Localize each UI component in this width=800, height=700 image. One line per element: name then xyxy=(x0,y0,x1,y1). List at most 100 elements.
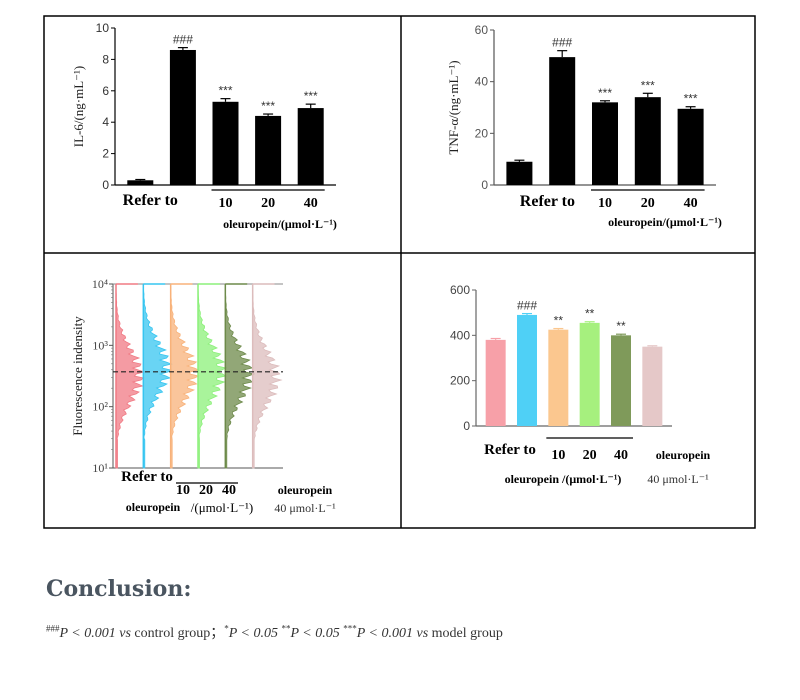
bar xyxy=(297,108,324,185)
y-axis-title: TNF-α/(ng·mL⁻¹) xyxy=(446,60,461,154)
panel-frame xyxy=(43,15,756,529)
y-tick-label: 400 xyxy=(450,328,470,342)
significance-mark: *** xyxy=(261,99,275,113)
significance-mark: *** xyxy=(304,89,318,103)
x-group-label: oleuropein/(μmol·L⁻¹) xyxy=(223,217,337,231)
bar xyxy=(677,108,704,185)
x-label-oleuropein: oleuropein xyxy=(126,500,181,514)
histogram-density xyxy=(142,285,173,469)
x-tick-label: 20 xyxy=(199,483,213,498)
footnote-p-1: P < 0.05 xyxy=(228,626,282,641)
histogram-density xyxy=(115,285,146,469)
significance-mark: ** xyxy=(554,314,564,328)
bar xyxy=(634,97,661,185)
y-axis-title: Fluorescence indensity xyxy=(70,316,85,436)
y-tick-label: 4 xyxy=(102,115,109,129)
histogram-density xyxy=(252,285,283,469)
x-tick-label: 10 xyxy=(598,196,612,211)
x-tick-label: 20 xyxy=(261,196,275,211)
x-label-refer: Refer to xyxy=(484,442,536,458)
bar xyxy=(642,346,663,426)
conclusion-title: Conclusion: xyxy=(46,576,192,602)
y-tick-label: 0 xyxy=(102,178,109,192)
bar xyxy=(212,101,239,185)
y-tick-label: 600 xyxy=(450,283,470,297)
significance-mark: *** xyxy=(641,78,655,92)
right-label-dose: 40 μmol·L⁻¹ xyxy=(274,501,336,515)
y-tick-label: 200 xyxy=(450,374,470,388)
significance-mark: *** xyxy=(218,84,232,98)
tnf-alpha-bar-chart: 0 20 40 60 TNF-α/(ng·mL⁻¹) ### *** *** *** Refer … xyxy=(446,23,722,229)
significance-mark: ** xyxy=(616,319,626,333)
y-axis-title: IL-6/(ng·mL⁻¹) xyxy=(71,66,86,148)
y-tick-label: 20 xyxy=(475,126,489,140)
x-tick-label: 40 xyxy=(304,196,318,211)
bar xyxy=(169,49,196,186)
y-tick-label: 10³ xyxy=(92,338,108,352)
y-tick-label: 0 xyxy=(463,419,470,433)
outer-frame xyxy=(43,15,756,529)
fluorescence-histogram: 10¹ 10² 10³ 10⁴ Fluorescence indensity Refer … xyxy=(70,277,336,515)
x-label-unit: /(μmol·L⁻¹) xyxy=(191,500,254,515)
footnote-mark-2: ** xyxy=(281,623,291,634)
y-tick-label: 10⁴ xyxy=(92,277,108,291)
footnote-vs-2: vs xyxy=(416,626,429,641)
x-group-label: oleuropein /(μmol·L⁻¹) xyxy=(505,472,622,486)
y-tick-label: 40 xyxy=(475,75,489,89)
x-tick-label: 10 xyxy=(551,448,565,463)
histogram-density xyxy=(170,285,200,469)
footnote-p-control: P < 0.001 xyxy=(59,626,120,641)
histogram-density xyxy=(197,285,228,469)
right-label-oleuropein: oleuropein xyxy=(278,483,333,497)
footnote-vs: vs xyxy=(119,626,131,641)
x-tick-label: 40 xyxy=(222,483,236,498)
y-tick-label: 6 xyxy=(102,84,109,98)
x-group-label: oleuropein/(μmol·L⁻¹) xyxy=(608,215,722,229)
x-tick-label: 10 xyxy=(219,196,233,211)
il6-bar-chart: 0 2 4 6 8 10 IL-6/(ng·mL⁻¹) ### *** *** *** Refer t… xyxy=(71,21,337,231)
footnote-model-group: model group xyxy=(428,626,503,641)
significance-footnote: ###P < 0.001 vs control group；*P < 0.05 … xyxy=(46,622,503,642)
x-tick-label: 20 xyxy=(641,196,655,211)
footnote-control-group: control group； xyxy=(130,626,225,641)
fluorescence-bar-chart: 0 200 400 600 ### ** ** ** Refer to 10 20 40 oleurop… xyxy=(450,283,711,486)
footnote-mark-3: *** xyxy=(343,623,357,634)
x-tick-label: 20 xyxy=(583,448,597,463)
bar xyxy=(255,115,282,185)
footnote-p-3: P < 0.001 xyxy=(356,626,417,641)
y-tick-label: 60 xyxy=(475,23,489,37)
x-tick-label: 40 xyxy=(614,448,628,463)
y-tick-label: 10 xyxy=(96,21,110,35)
significance-mark: ** xyxy=(585,307,595,321)
bar xyxy=(485,339,506,426)
bar xyxy=(592,102,618,185)
x-label-refer: Refer to xyxy=(123,192,178,209)
significance-mark: *** xyxy=(684,92,698,106)
x-label-refer: Refer to xyxy=(520,193,575,210)
y-tick-label: 10¹ xyxy=(92,461,108,475)
x-label-oleuropein: oleuropein xyxy=(656,448,711,462)
significance-mark: ### xyxy=(173,33,193,47)
footnote-mark-1: * xyxy=(224,623,229,634)
histogram-density xyxy=(224,285,256,469)
x-tick-label: 10 xyxy=(176,483,190,498)
y-tick-label: 2 xyxy=(102,147,109,161)
x-tick-label: 40 xyxy=(684,196,698,211)
bar xyxy=(579,322,600,426)
significance-mark: *** xyxy=(598,86,612,100)
y-tick-label: 8 xyxy=(102,52,109,66)
bar xyxy=(127,180,154,185)
bar xyxy=(517,314,537,426)
bar xyxy=(506,161,533,185)
extra-dose-label: 40 μmol·L⁻¹ xyxy=(647,472,709,486)
bar xyxy=(548,329,569,426)
x-label-refer: Refer to xyxy=(121,469,173,485)
bar xyxy=(611,335,631,426)
bar xyxy=(549,57,576,185)
footnote-p-2: P < 0.05 xyxy=(290,626,344,641)
y-tick-label: 10² xyxy=(92,400,108,414)
significance-mark: ### xyxy=(517,299,537,313)
y-tick-label: 0 xyxy=(481,178,488,192)
significance-mark: ### xyxy=(552,36,572,50)
